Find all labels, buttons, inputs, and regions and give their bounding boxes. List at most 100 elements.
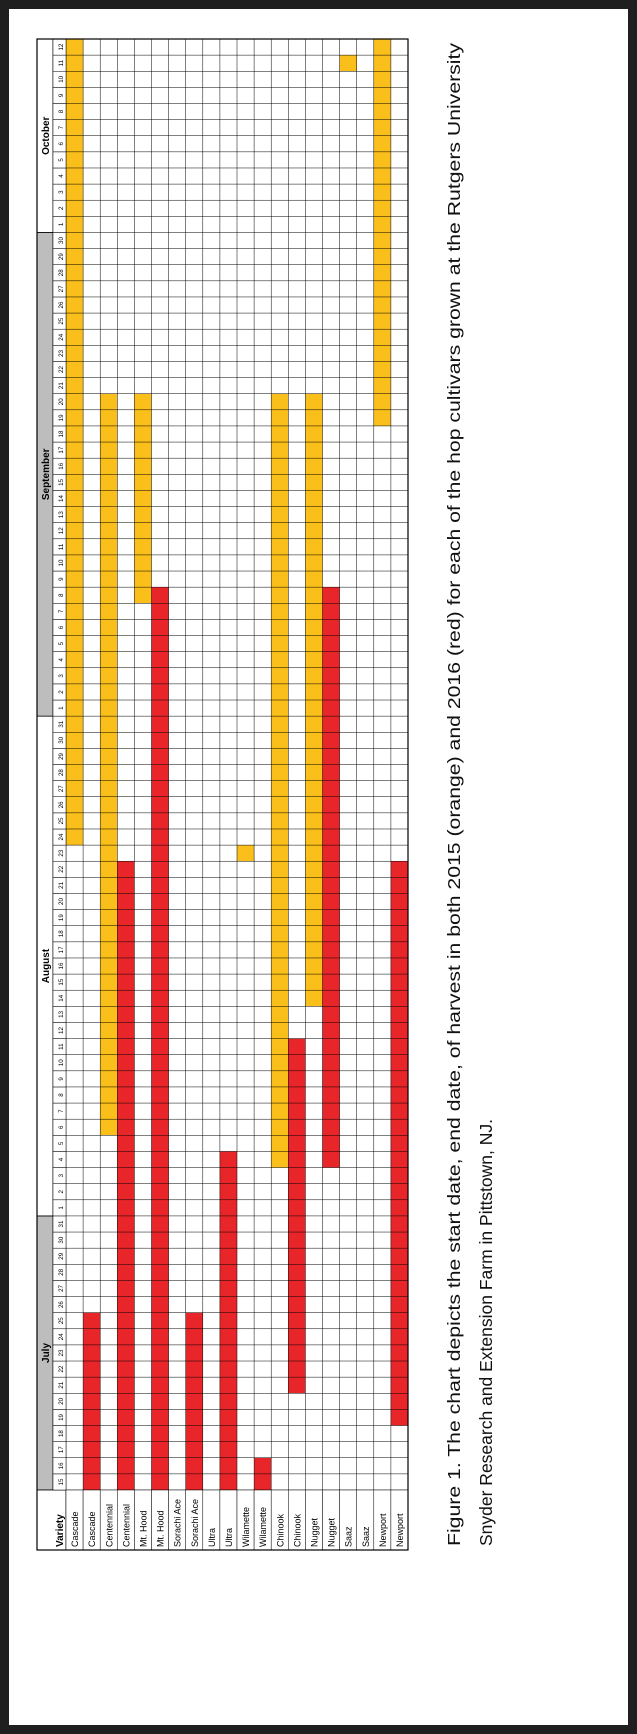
- day-tick-label: 28: [58, 269, 65, 276]
- day-tick-label: 2: [58, 1189, 65, 1193]
- day-tick-label: 17: [58, 446, 65, 453]
- variety-label: Newport: [395, 1513, 405, 1547]
- day-tick-label: 16: [58, 462, 65, 469]
- figure-page: July August September October Variety 15 16 17 1…: [9, 9, 628, 1725]
- day-tick-label: 9: [58, 577, 65, 581]
- day-tick-label: 8: [58, 593, 65, 597]
- day-tick-label: 21: [58, 1381, 65, 1388]
- day-tick-label: 23: [58, 1349, 65, 1356]
- day-tick-label: 28: [58, 769, 65, 776]
- day-tick-label: 4: [58, 657, 65, 661]
- day-tick-label: 14: [58, 994, 65, 1001]
- day-tick-label: 17: [58, 1446, 65, 1453]
- variety-label: Wilamette: [241, 1507, 251, 1547]
- variety-label: Centennial: [104, 1504, 114, 1547]
- variety-label: Newport: [378, 1513, 388, 1547]
- day-tick-label: 2: [58, 690, 65, 694]
- figure-caption-line-1: Figure 1. The chart depicts the start da…: [444, 43, 464, 1546]
- day-tick-label: 4: [58, 1157, 65, 1161]
- day-tick-label: 29: [58, 253, 65, 260]
- variety-label: Sorachi Ace: [173, 1499, 183, 1547]
- day-tick-label: 3: [58, 1173, 65, 1177]
- day-tick-label: 29: [58, 1252, 65, 1259]
- variety-label: Ultra: [224, 1528, 234, 1547]
- day-tick-label: 31: [58, 720, 65, 727]
- variety-label: Centennial: [121, 1504, 131, 1547]
- day-tick-label: 22: [58, 865, 65, 872]
- variety-label: Mt. Hood: [139, 1510, 149, 1547]
- variety-label: Mt. Hood: [156, 1510, 166, 1547]
- variety-label: Nugget: [310, 1517, 320, 1547]
- month-label: October: [41, 116, 52, 154]
- day-tick-label: 15: [58, 1478, 65, 1485]
- day-tick-label: 10: [58, 1059, 65, 1066]
- day-tick-label: 26: [58, 301, 65, 308]
- month-label: September: [41, 448, 52, 500]
- variety-label: Cascade: [87, 1511, 97, 1547]
- day-tick-label: 4: [58, 174, 65, 178]
- day-tick-label: 30: [58, 1236, 65, 1243]
- day-tick-label: 16: [58, 962, 65, 969]
- day-tick-label: 6: [58, 142, 65, 146]
- day-tick-label: 9: [58, 93, 65, 97]
- day-tick-label: 11: [58, 543, 65, 550]
- day-tick-label: 12: [58, 43, 65, 50]
- harvest-bar-2016: [219, 1151, 237, 1490]
- day-tick-label: 7: [58, 125, 65, 129]
- day-tick-label: 3: [58, 674, 65, 678]
- variety-label: Saaz: [361, 1526, 371, 1547]
- figure-caption-line-2: Snyder Research and Extension Farm in Pi…: [476, 1119, 496, 1546]
- day-tick-label: 29: [58, 752, 65, 759]
- day-tick-label: 5: [58, 641, 65, 645]
- variety-header: Variety: [55, 1514, 66, 1547]
- day-tick-label: 20: [58, 898, 65, 905]
- day-tick-label: 24: [58, 333, 65, 340]
- day-tick-label: 27: [58, 785, 65, 792]
- day-tick-label: 15: [58, 978, 65, 985]
- day-tick-label: 8: [58, 1093, 65, 1097]
- day-tick-label: 10: [58, 559, 65, 566]
- variety-label: Chinook: [275, 1513, 285, 1547]
- day-tick-label: 1: [58, 1206, 65, 1210]
- variety-label: Cascade: [70, 1511, 80, 1547]
- day-tick-label: 11: [58, 1043, 65, 1050]
- harvest-bar-2016: [390, 861, 408, 1426]
- day-tick-label: 7: [58, 1109, 65, 1113]
- day-tick-label: 9: [58, 1077, 65, 1081]
- day-tick-label: 10: [58, 75, 65, 82]
- day-tick-label: 7: [58, 609, 65, 613]
- day-tick-label: 24: [58, 1333, 65, 1340]
- day-tick-label: 18: [58, 1430, 65, 1437]
- day-tick-label: 22: [58, 366, 65, 373]
- day-tick-label: 1: [58, 706, 65, 710]
- day-tick-label: 19: [58, 1413, 65, 1420]
- month-label: August: [41, 948, 52, 983]
- day-tick-label: 27: [58, 1284, 65, 1291]
- day-tick-label: 3: [58, 190, 65, 194]
- day-tick-label: 15: [58, 478, 65, 485]
- variety-label: Ultra: [207, 1528, 217, 1547]
- day-tick-label: 18: [58, 930, 65, 937]
- day-tick-label: 6: [58, 1125, 65, 1129]
- day-tick-label: 25: [58, 817, 65, 824]
- day-tick-label: 30: [58, 736, 65, 743]
- day-tick-label: 25: [58, 317, 65, 324]
- harvest-bar-2015: [237, 845, 255, 862]
- day-tick-label: 18: [58, 430, 65, 437]
- harvest-bar-2015: [134, 393, 152, 604]
- harvest-bar-2016: [117, 861, 135, 1490]
- month-label: July: [41, 1343, 52, 1363]
- day-tick-label: 26: [58, 1301, 65, 1308]
- day-tick-label: 25: [58, 1317, 65, 1324]
- day-tick-label: 5: [58, 158, 65, 162]
- day-tick-label: 17: [58, 946, 65, 953]
- day-tick-label: 21: [58, 881, 65, 888]
- day-tick-label: 22: [58, 1365, 65, 1372]
- day-tick-label: 6: [58, 625, 65, 629]
- harvest-chart: JulyAugustSeptemberOctoberVariety1516171…: [36, 38, 496, 1551]
- day-tick-label: 20: [58, 398, 65, 405]
- day-tick-label: 13: [58, 1010, 65, 1017]
- variety-label: Chinook: [292, 1513, 302, 1547]
- day-tick-label: 20: [58, 1397, 65, 1404]
